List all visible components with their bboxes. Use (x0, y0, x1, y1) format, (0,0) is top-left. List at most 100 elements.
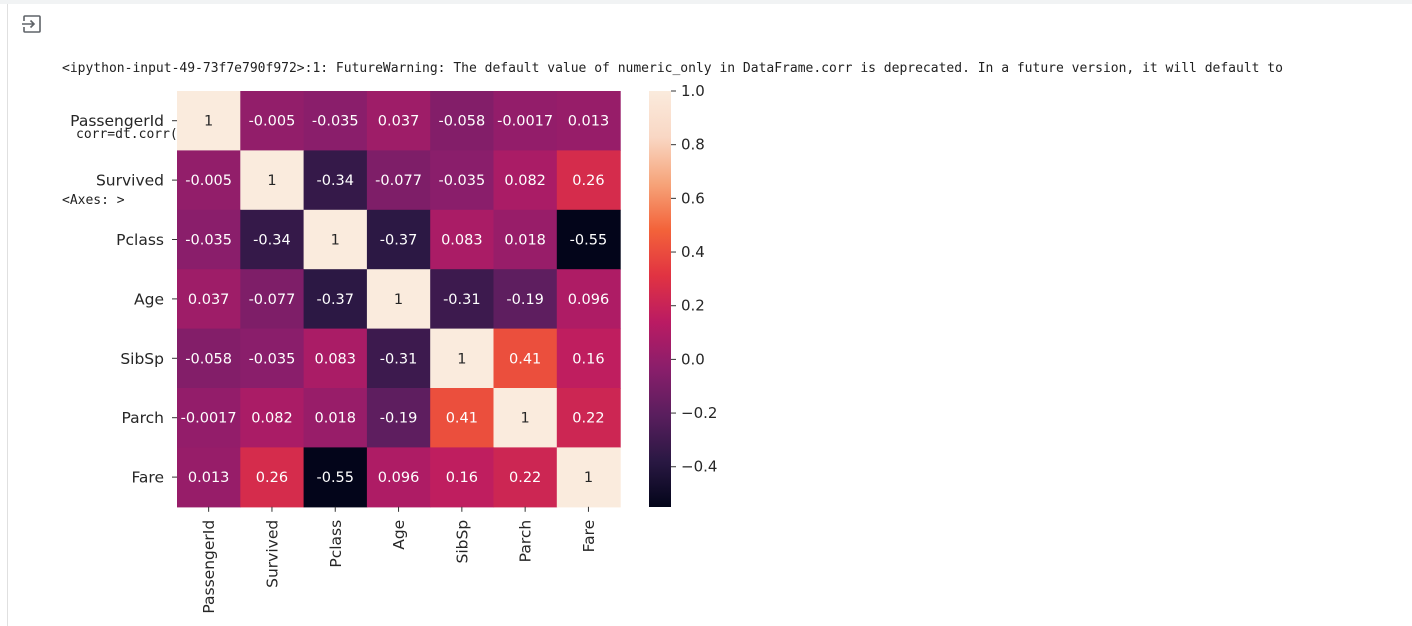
axes-repr-text: <Axes: > (62, 193, 125, 208)
y-tick-label: SibSp (120, 350, 164, 368)
heatmap-cell (303, 150, 368, 211)
y-tick-label: PassengerId (70, 112, 164, 130)
heatmap-cell (556, 91, 621, 151)
heatmap-cell (303, 269, 368, 330)
heatmap-cell-value: 0.083 (314, 351, 356, 367)
y-tick-label: Age (134, 290, 164, 308)
heatmap-cell-value: 0.096 (378, 470, 420, 486)
heatmap-cell-value: -0.0017 (497, 114, 553, 130)
heatmap-cell (366, 150, 431, 211)
heatmap-cell-value: 1 (584, 470, 593, 486)
colorbar-tick-label: 0.0 (681, 350, 705, 368)
heatmap-cell-value: 1 (267, 173, 276, 189)
colorbar-tick-label: 1.0 (681, 82, 705, 100)
heatmap-cell-value: 0.16 (446, 470, 478, 486)
heatmap-cell-value: -0.34 (253, 233, 291, 249)
heatmap-cell-value: 0.018 (314, 411, 356, 427)
heatmap-cell-value: 0.096 (568, 292, 610, 308)
heatmap-cell-value: -0.035 (438, 173, 485, 189)
heatmap-cell (366, 447, 431, 508)
heatmap-cell-value: -0.55 (570, 233, 608, 249)
heatmap-cell-value: 1 (457, 351, 466, 367)
heatmap-cell (303, 209, 368, 270)
heatmap-cell-value: 0.26 (256, 470, 288, 486)
heatmap-cell-value: 0.013 (568, 114, 610, 130)
colorbar-tick-label: 0.8 (681, 136, 705, 154)
stderr-output: <ipython-input-49-73f7e790f972>:1: Futur… (62, 14, 1412, 234)
heatmap-cell-value: 0.26 (572, 173, 604, 189)
heatmap-cell-value: -0.077 (375, 173, 422, 189)
colorbar (649, 91, 671, 507)
heatmap-cell (556, 388, 621, 448)
heatmap-cell-value: 0.018 (504, 233, 546, 249)
x-tick-label: PassengerId (200, 520, 218, 614)
x-tick-label: Parch (517, 520, 535, 563)
heatmap-cell-value: 0.22 (572, 411, 604, 427)
heatmap-cell-value: 0.013 (188, 470, 230, 486)
heatmap-cell (556, 447, 621, 508)
heatmap-cell (177, 150, 241, 211)
heatmap-cell-value: 0.22 (509, 470, 541, 486)
heatmap-cell (556, 150, 621, 211)
heatmap-cell (556, 209, 621, 270)
heatmap-cell (430, 91, 495, 151)
heatmap-cell-value: 0.037 (378, 114, 420, 130)
heatmap-cell-value: -0.0017 (181, 411, 237, 427)
heatmap-cell-value: -0.035 (185, 233, 232, 249)
heatmap-cell-value: 0.082 (251, 411, 293, 427)
heatmap-cell (366, 328, 431, 389)
heatmap-cell (240, 209, 305, 270)
heatmap-cell (366, 91, 431, 151)
heatmap-cell (430, 388, 495, 448)
heatmap-cell (430, 209, 495, 270)
heatmap-cell-value: 0.083 (441, 233, 483, 249)
heatmap-cell (177, 388, 241, 448)
heatmap-cell-value: 0.41 (446, 411, 478, 427)
heatmap-cell (430, 269, 495, 330)
heatmap-cell (303, 328, 368, 389)
heatmap-cell-value: 1 (331, 233, 340, 249)
heatmap-cell (177, 447, 241, 508)
heatmap-cell-value: -0.035 (312, 114, 359, 130)
heatmap-cell-value: 1 (521, 411, 530, 427)
heatmap-cell (430, 447, 495, 508)
heatmap-cell-value: -0.31 (443, 292, 481, 308)
y-tick-label: Fare (131, 469, 164, 487)
output-area-border (7, 4, 8, 626)
heatmap-cell (240, 150, 305, 211)
heatmap-cell (430, 328, 495, 389)
heatmap-cell-value: 1 (204, 114, 213, 130)
heatmap-cell-value: -0.077 (249, 292, 296, 308)
heatmap-cell (240, 269, 305, 330)
heatmap-cell-value: -0.058 (185, 351, 232, 367)
heatmap-cell-value: -0.37 (380, 233, 418, 249)
heatmap-cell (177, 91, 241, 151)
heatmap-cell (177, 328, 241, 389)
heatmap-cell (303, 388, 368, 448)
heatmap-cell (493, 328, 558, 389)
heatmap-cell (556, 269, 621, 330)
future-warning-text: <ipython-input-49-73f7e790f972>:1: Futur… (62, 61, 1283, 76)
heatmap-cell (493, 269, 558, 330)
heatmap-cell (240, 91, 305, 151)
heatmap-cell-value: -0.035 (249, 351, 296, 367)
heatmap-cell-value: 0.082 (504, 173, 546, 189)
cell-top-border (0, 0, 1412, 4)
heatmap-cell-value: 0.41 (509, 351, 541, 367)
heatmap-cell (177, 209, 241, 270)
x-tick-label: Survived (263, 520, 281, 588)
heatmap-cell-value: -0.058 (438, 114, 485, 130)
colorbar-tick-label: 0.6 (681, 189, 705, 207)
heatmap-cell-value: -0.005 (249, 114, 296, 130)
x-tick-label: SibSp (453, 520, 471, 564)
colorbar-tick-label: −0.2 (681, 404, 717, 422)
output-arrow-icon[interactable] (18, 10, 46, 38)
heatmap-cell-value: -0.005 (185, 173, 232, 189)
heatmap-cell-value: -0.31 (380, 351, 418, 367)
heatmap-cell (493, 388, 558, 448)
heatmap-cell (303, 91, 368, 151)
heatmap-cell (493, 447, 558, 508)
heatmap-cell (493, 150, 558, 211)
heatmap-cell (366, 388, 431, 448)
